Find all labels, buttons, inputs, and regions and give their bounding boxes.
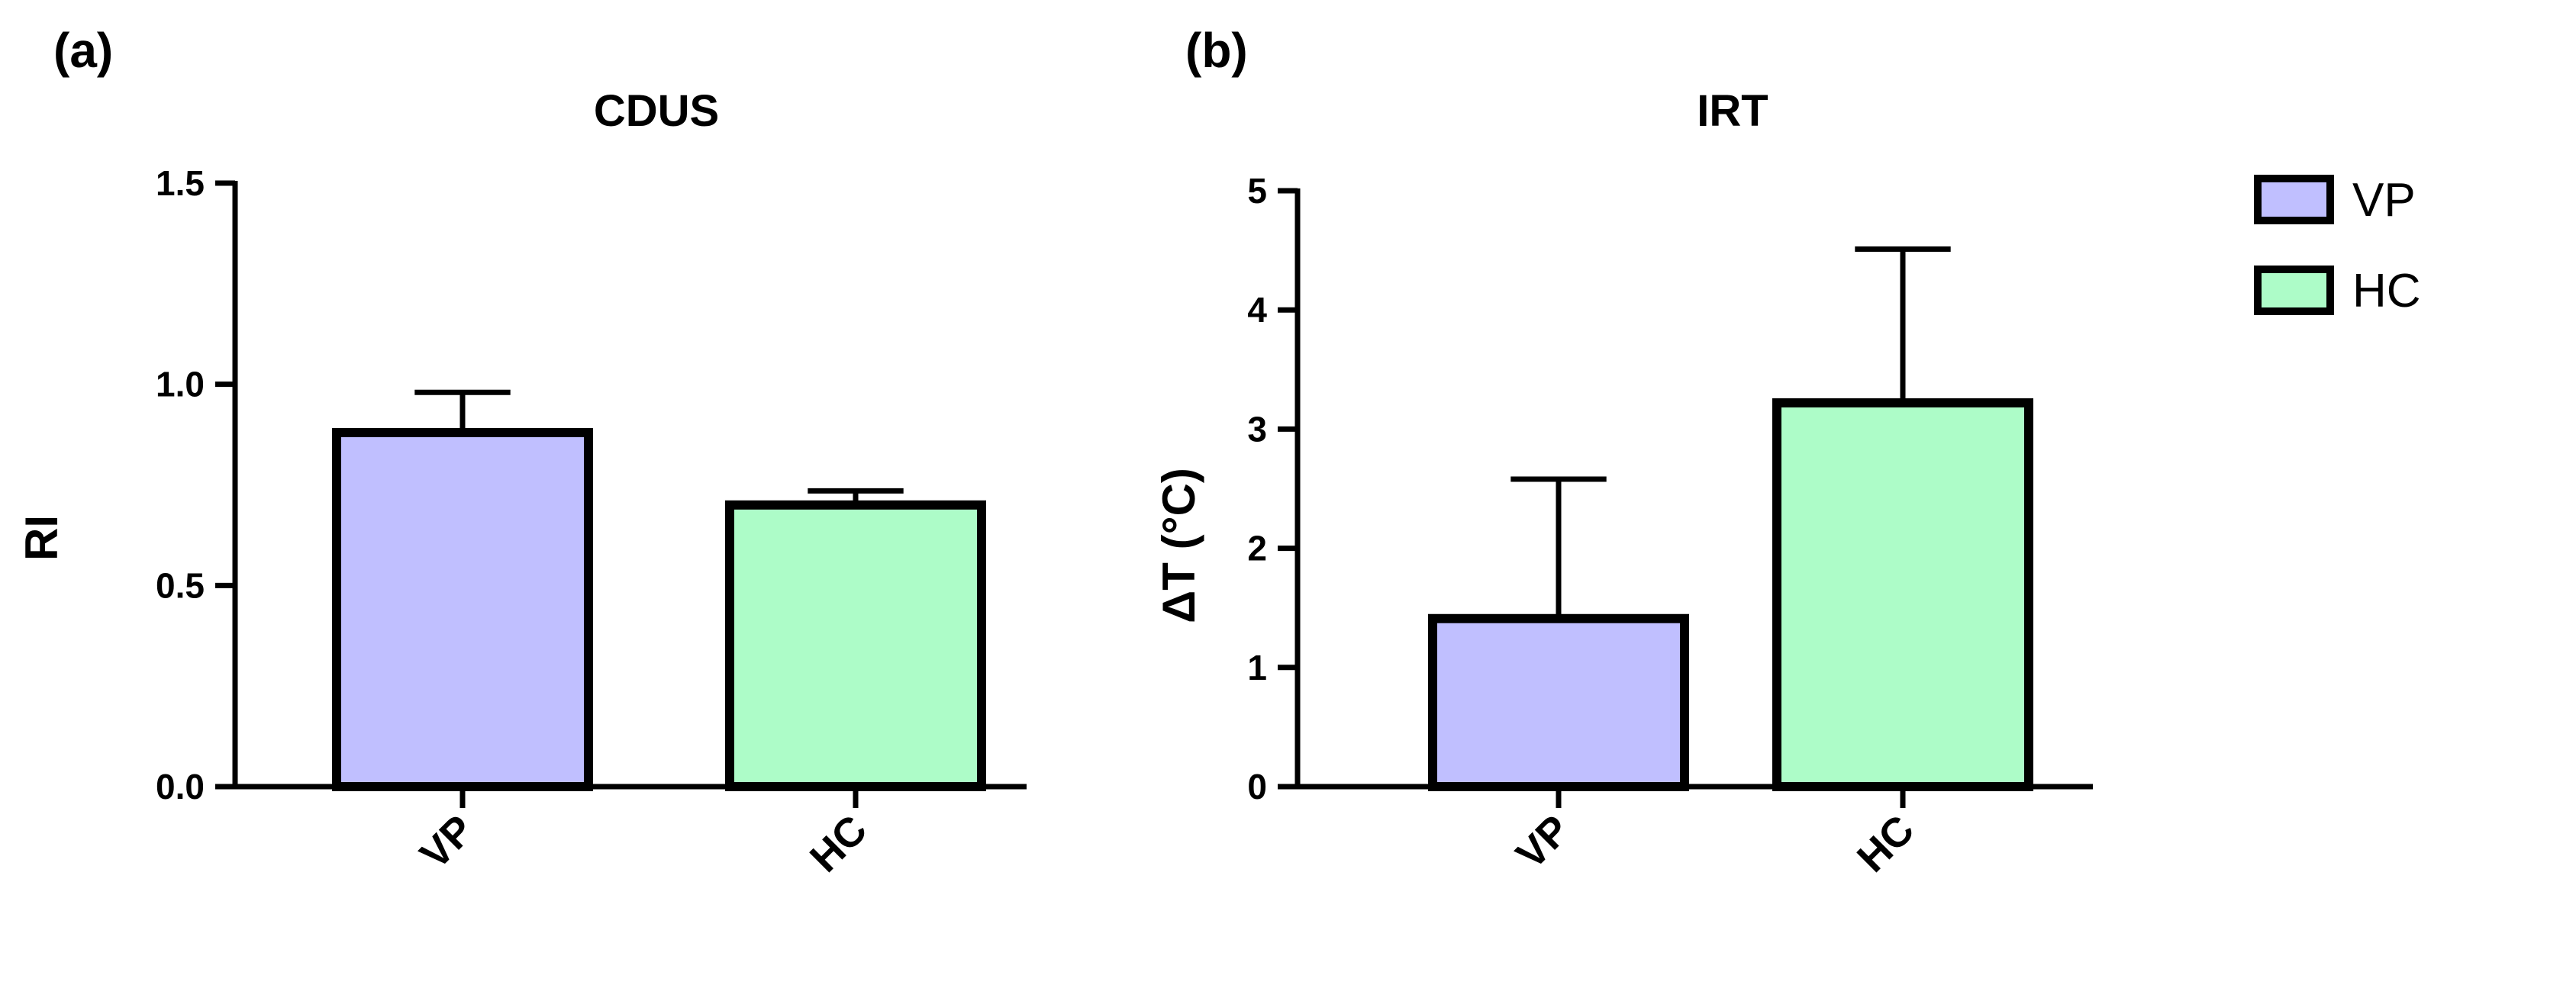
- chart-title-b: IRT: [1697, 86, 1768, 136]
- y-tick-label: 0.0: [156, 767, 205, 806]
- bar-vp: [332, 427, 593, 791]
- bar-hc: [1772, 398, 2033, 791]
- x-tick-label-vp: VP: [411, 806, 482, 877]
- plot-area-b: 0 1 2 3 4 5 VP HC: [1247, 171, 2093, 881]
- legend-label-hc: HC: [2352, 265, 2421, 317]
- y-tick-label: 0.5: [156, 565, 205, 605]
- bar-vp: [1428, 613, 1689, 791]
- legend-swatch-hc: [2254, 266, 2334, 315]
- y-tick-label: 1: [1247, 648, 1267, 687]
- y-tick-label: 0: [1247, 767, 1267, 806]
- legend-swatch-vp: [2254, 175, 2334, 224]
- chart-panel-b: (b) IRT ΔT (°C) 0 1 2 3 4 5 VP HC: [1153, 23, 2093, 881]
- legend: VP HC: [2254, 174, 2421, 317]
- chart-title-a: CDUS: [594, 86, 719, 136]
- legend-label-vp: VP: [2352, 174, 2416, 227]
- y-tick-label: 3: [1247, 409, 1267, 449]
- bar-hc: [725, 500, 986, 791]
- x-tick-label-hc: HC: [801, 806, 876, 881]
- chart-panel-a: (a) CDUS RI 0.0 0.5 1.0 1.5 VP HC: [16, 23, 1027, 881]
- y-tick-label: 5: [1247, 171, 1267, 211]
- x-tick-label-hc: HC: [1849, 806, 1923, 881]
- plot-area-a: 0.0 0.5 1.0 1.5 VP HC: [156, 163, 1027, 881]
- x-tick-label-vp: VP: [1507, 806, 1578, 877]
- y-axis-label-b: ΔT (°C): [1153, 468, 1204, 623]
- y-tick-label: 2: [1247, 529, 1267, 568]
- panel-label-b: (b): [1185, 23, 1248, 78]
- y-tick-label: 1.0: [156, 365, 205, 404]
- panel-label-a: (a): [53, 23, 113, 78]
- y-tick-label: 4: [1247, 290, 1267, 330]
- y-tick-label: 1.5: [156, 163, 205, 203]
- y-axis-label-a: RI: [16, 515, 67, 561]
